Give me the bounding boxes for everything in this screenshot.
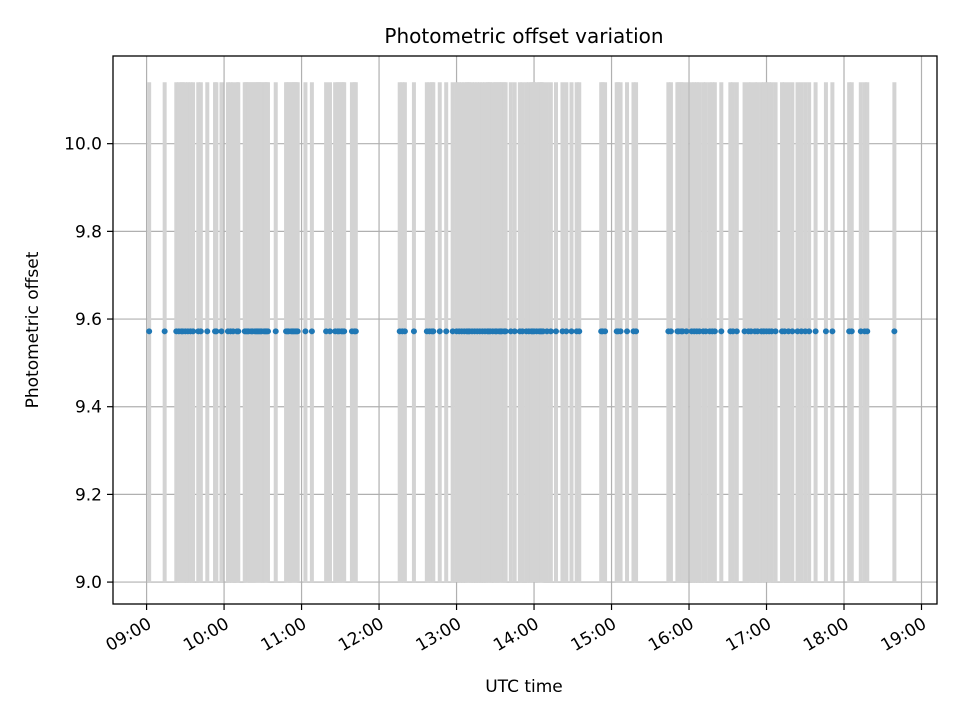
data-point xyxy=(308,328,315,335)
data-point xyxy=(352,328,359,335)
data-point xyxy=(401,328,408,335)
data-point xyxy=(602,328,609,335)
data-point xyxy=(624,328,631,335)
data-point xyxy=(511,328,518,335)
data-point xyxy=(326,328,333,335)
data-point xyxy=(547,328,554,335)
y-axis-title: Photometric offset xyxy=(23,251,43,408)
data-point xyxy=(218,328,225,335)
point-layer xyxy=(146,328,898,335)
data-point xyxy=(812,328,819,335)
data-point xyxy=(733,328,740,335)
data-point xyxy=(829,328,836,335)
data-point xyxy=(190,328,197,335)
data-point xyxy=(848,328,855,335)
data-point xyxy=(683,328,690,335)
data-point xyxy=(294,328,301,335)
data-point xyxy=(667,328,674,335)
y-tick-label: 9.2 xyxy=(75,485,102,505)
data-point xyxy=(568,328,575,335)
y-tick-label: 9.4 xyxy=(75,398,102,418)
data-point xyxy=(430,328,437,335)
data-point xyxy=(436,328,443,335)
y-tick-label: 9.8 xyxy=(75,222,102,242)
data-point xyxy=(563,328,570,335)
y-tick-label: 9.6 xyxy=(75,310,102,330)
data-point xyxy=(213,328,220,335)
chart-title: Photometric offset variation xyxy=(384,24,663,48)
data-point xyxy=(302,328,309,335)
data-point xyxy=(552,328,559,335)
data-point xyxy=(410,328,417,335)
y-tick-label: 9.0 xyxy=(75,573,102,593)
plot-frame xyxy=(112,55,938,605)
data-point xyxy=(161,328,168,335)
y-tick-layer: 9.0 9.2 9.4 9.6 9.8 10.0 xyxy=(64,135,113,593)
data-point xyxy=(718,328,725,335)
data-point xyxy=(711,328,718,335)
data-point xyxy=(272,328,279,335)
data-point xyxy=(264,328,271,335)
data-point xyxy=(502,328,509,335)
data-point xyxy=(891,328,898,335)
data-point xyxy=(576,328,583,335)
y-tick-label: 10.0 xyxy=(64,135,102,155)
x-axis-title: UTC time xyxy=(485,677,563,697)
data-point xyxy=(341,328,348,335)
data-point xyxy=(443,328,450,335)
data-point xyxy=(789,328,796,335)
data-point xyxy=(197,328,204,335)
data-point xyxy=(146,328,153,335)
data-point xyxy=(235,328,242,335)
data-point xyxy=(864,328,871,335)
data-point xyxy=(204,328,211,335)
data-point xyxy=(822,328,829,335)
data-point xyxy=(617,328,624,335)
data-point xyxy=(633,328,640,335)
data-point xyxy=(806,328,813,335)
data-point xyxy=(772,328,779,335)
